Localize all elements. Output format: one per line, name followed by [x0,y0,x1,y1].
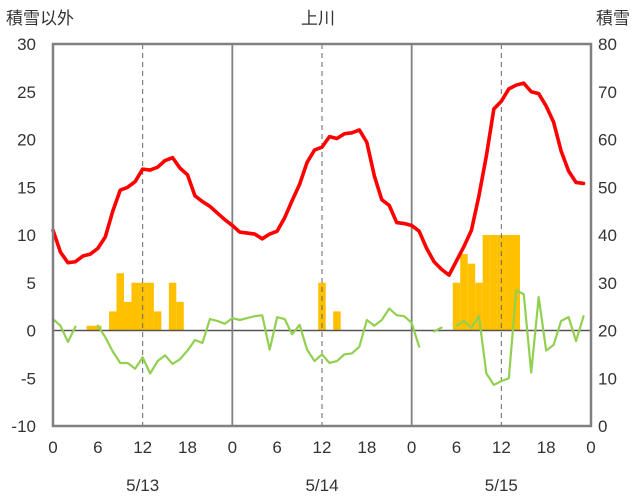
left-tick-label: 5 [27,274,36,293]
green-series-line [51,289,585,387]
right-axis-label: 積雪 [596,9,630,28]
right-tick-label: 0 [598,417,607,436]
right-tick-label: 80 [598,35,617,54]
snow-bars [86,235,521,331]
grid-lines [53,44,591,426]
x-tick-label: 12 [313,438,332,457]
date-label: 5/14 [305,476,338,495]
snow-bar-12 [333,311,341,331]
left-axis-label: 積雪以外 [6,9,74,28]
x-tick-label: 18 [357,438,376,457]
x-tick-label: 6 [93,438,102,457]
snow-bar-16 [475,282,483,331]
x-tick-label: 18 [537,438,556,457]
x-tick-label: 0 [228,438,237,457]
snow-bar-1 [94,325,102,331]
x-tick-label: 6 [452,438,461,457]
left-tick-label: 20 [17,131,36,150]
snow-bar-4 [123,301,132,331]
snow-bar-14 [460,254,468,331]
right-tick-label: 30 [598,274,617,293]
date-label: 5/13 [126,476,159,495]
x-tick-label: 12 [133,438,152,457]
series-lines [51,81,586,387]
right-tick-label: 10 [598,369,617,388]
snow-bar-5 [131,282,139,331]
snow-bar-8 [153,311,162,331]
right-tick-label: 50 [598,178,617,197]
x-tick-label: 0 [586,438,595,457]
snow-bar-10 [176,301,184,331]
snow-bar-18 [490,235,498,331]
snow-bar-13 [452,282,461,331]
left-tick-label: 30 [17,35,36,54]
left-tick-label: 0 [27,322,36,341]
snow-bar-20 [505,235,513,331]
snow-bar-9 [168,282,177,331]
left-tick-label: 10 [17,226,36,245]
right-tick-label: 70 [598,83,617,102]
left-tick-label: -5 [21,369,36,388]
snow-bar-17 [482,235,491,331]
snow-bar-3 [116,273,124,331]
date-label: 5/15 [485,476,518,495]
x-tick-label: 12 [492,438,511,457]
left-tick-label: 25 [17,83,36,102]
right-tick-label: 20 [598,322,617,341]
snow-bar-15 [467,263,476,331]
right-tick-label: 40 [598,226,617,245]
snow-bar-2 [109,311,117,331]
snow-bar-7 [146,282,154,331]
x-tick-label: 18 [178,438,197,457]
x-tick-label: 0 [407,438,416,457]
snow-bar-0 [86,325,95,331]
x-tick-label: 0 [48,438,57,457]
left-tick-label: -10 [11,417,36,436]
x-tick-label: 6 [272,438,281,457]
chart-title: 上川 [301,9,335,28]
left-tick-label: 15 [17,178,36,197]
right-tick-label: 60 [598,131,617,150]
plot-frame [51,42,593,428]
snow-bar-21 [512,235,521,331]
red-series-line [51,81,586,277]
